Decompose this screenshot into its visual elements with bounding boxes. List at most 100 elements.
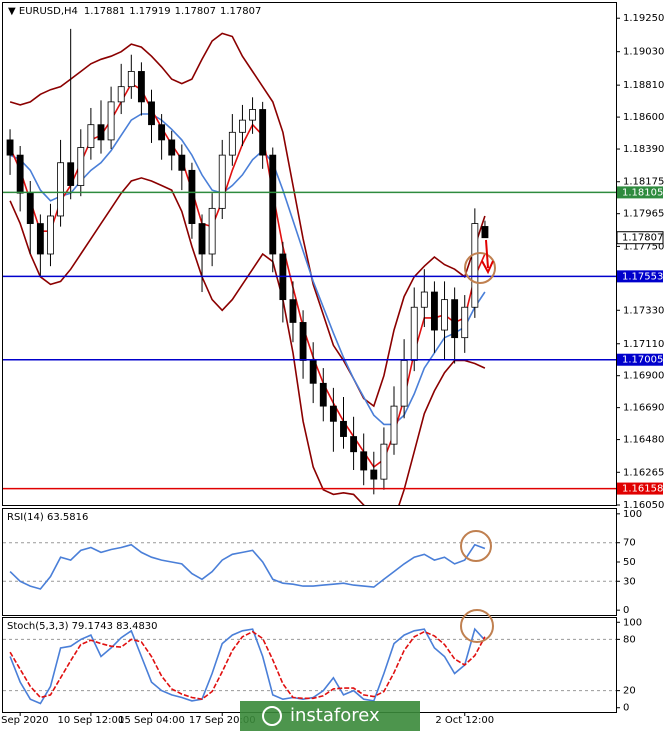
candle-body [471,223,479,308]
chart-header: ▼ EURUSD,H4 1.17881 1.17919 1.17807 1.17807 [8,6,261,17]
candle-body [168,139,176,156]
price-label: 1.17807 [622,233,663,244]
ohlc-high: 1.17919 [129,6,170,17]
indicator-line [9,82,486,469]
y-tick-label: 100 [623,509,642,520]
y-tick-label: 1.16900 [623,371,664,382]
level-label-box [617,186,663,199]
candle-body [6,139,14,156]
level-label: 1.17553 [622,271,663,282]
candle-body [87,124,95,148]
stoch-title: Stoch(5,3,3) 79.1743 83.4830 [7,621,158,632]
level-label-box [617,482,663,495]
annotation-circle [460,530,492,562]
candle-body [259,109,267,156]
y-tick-label: 1.17965 [623,209,664,220]
x-tick-label: 10 Sep 12:00 [58,715,125,726]
rsi-pane [2,508,617,616]
candle-body [410,306,418,361]
y-tick-label: 50 [623,557,636,568]
candle-body [390,405,398,445]
candle-body [350,436,358,453]
y-tick-label: 20 [623,686,636,697]
y-tick-label: 1.18175 [623,177,664,188]
indicator-line [9,113,486,426]
y-tick-label: 70 [623,538,636,549]
candle-body [269,154,277,255]
annotation-circle [464,252,496,284]
candle-body [360,451,368,471]
level-label-box [617,270,663,283]
y-tick-label: 1.17110 [623,339,664,350]
candle-body [208,207,216,255]
candle-body [127,71,135,88]
candle-body [400,360,408,407]
level-label: 1.18105 [622,187,663,198]
plot-area [3,627,616,705]
price-label-box [616,231,664,245]
y-tick-label: 1.16050 [623,500,664,511]
watermark-box [240,701,420,731]
plot-layer: 1.19250 1.19030 1.18810 1.18600 1.18390 1.181… [0,13,664,726]
y-tick-label: 1.19030 [623,47,664,58]
candle-body [239,119,246,133]
candle-body [47,215,54,255]
indicator-line [9,627,486,705]
candle-body [67,162,75,186]
candle-body [57,162,65,217]
indicator-line [9,32,486,408]
y-tick-label: 0 [623,605,629,616]
x-tick-label: 17 Sep 20:00 [189,715,256,726]
y-tick-label: 0 [623,703,629,714]
candle-body [420,291,428,308]
watermark: instaforex [290,705,380,726]
candle-body [228,131,236,156]
candle-body [188,169,196,224]
candle-body [299,322,307,361]
y-tick-label: 1.18390 [623,144,664,155]
x-tick-label: 2 Oct 12:00 [435,715,494,726]
candle-body [289,299,297,323]
ohlc-close: 1.17807 [220,6,261,17]
candle-body [451,299,459,339]
candle-body [319,382,327,407]
candle-body [117,86,125,103]
candle-body [198,223,206,255]
candle-body [340,420,347,437]
annotation-circle [460,609,494,643]
y-tick-label: 100 [623,617,642,628]
triangle: ▼ [8,6,19,17]
watermark-logo [262,706,282,726]
candle-body [380,443,388,480]
y-tick-label: 1.19250 [623,13,664,24]
y-tick-label: 80 [623,634,636,645]
candle-body [481,226,489,239]
level-label: 1.17005 [622,355,663,366]
level-label: 1.16158 [622,484,663,495]
candle-body [26,192,34,224]
indicator-line [9,543,486,590]
candle-body [158,124,166,141]
candle-body [430,291,438,331]
y-tick-label: 1.16480 [623,435,664,446]
symbol: EURUSD,H4 [19,6,78,17]
candle-body [370,469,378,480]
y-tick-label: 1.16265 [623,467,664,478]
ohlc-open: 1.17881 [84,6,125,17]
annotation-arrow [481,239,494,275]
candle-body [249,109,256,121]
candle-body [461,306,469,339]
candle-body [148,101,155,126]
candle-body [441,299,448,331]
y-tick-label: 1.16690 [623,403,664,414]
main-pane [2,2,617,506]
ohlc-low: 1.17807 [175,6,216,17]
candle-body [309,360,317,384]
plot-area [3,542,616,590]
level-label-box [617,353,663,366]
y-tick-label: 1.18810 [623,80,664,91]
candle-body [107,101,115,141]
candle-body [77,147,85,186]
plot-area [6,28,489,505]
